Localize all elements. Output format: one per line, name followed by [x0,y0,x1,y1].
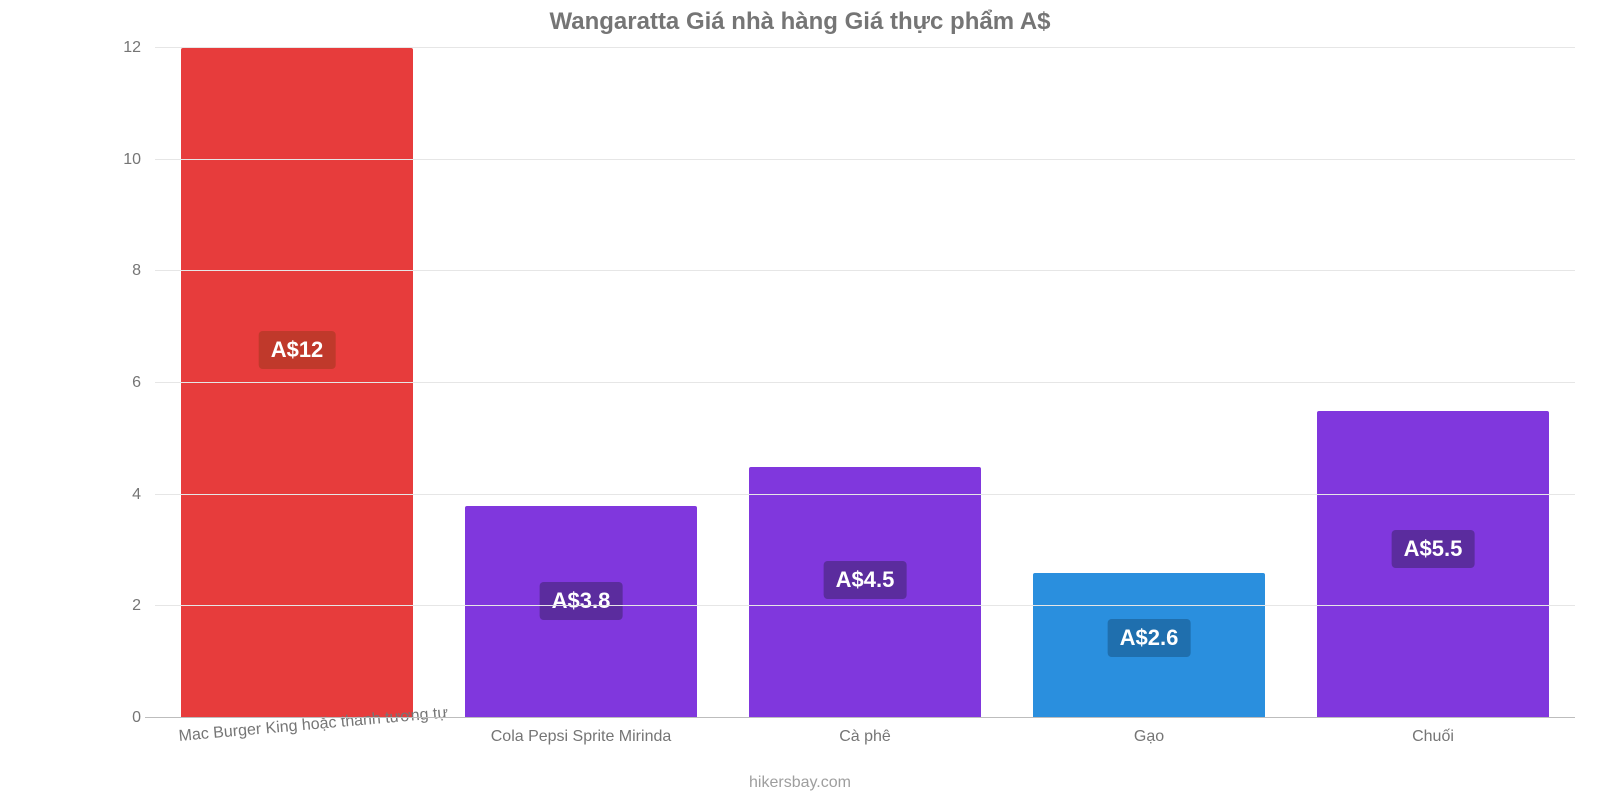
y-tick-label: 6 [132,374,155,392]
grid-line [155,494,1575,495]
price-bar-chart: Wangaratta Giá nhà hàng Giá thực phẩm A$… [0,0,1600,800]
bar-value-badge: A$3.8 [540,582,623,620]
x-category-label: Gạo [1134,728,1164,746]
bar-slot: A$3.8Cola Pepsi Sprite Mirinda [439,48,723,718]
y-tick-label: 2 [132,597,155,615]
bar-value-badge: A$2.6 [1108,619,1191,657]
y-tick-label: 0 [132,709,155,727]
grid-line [155,382,1575,383]
bar [181,48,414,718]
bar-slot: A$4.5Cà phê [723,48,1007,718]
attribution-text: hikersbay.com [0,774,1600,792]
grid-line [155,47,1575,48]
x-category-label: Cola Pepsi Sprite Mirinda [491,728,672,746]
grid-line [145,717,1575,718]
bar-slot: A$2.6Gạo [1007,48,1291,718]
plot-area: A$12Mac Burger King hoặc thanh tương tựA… [155,48,1575,718]
bar-slot: A$5.5Chuối [1291,48,1575,718]
bar-value-badge: A$4.5 [824,561,907,599]
bar-value-badge: A$5.5 [1392,530,1475,568]
y-tick-label: 12 [123,39,155,57]
bar-value-badge: A$12 [259,331,336,369]
y-tick-label: 10 [123,151,155,169]
grid-line [155,159,1575,160]
bars-container: A$12Mac Burger King hoặc thanh tương tựA… [155,48,1575,718]
bar-slot: A$12Mac Burger King hoặc thanh tương tự [155,48,439,718]
y-tick-label: 8 [132,262,155,280]
chart-title: Wangaratta Giá nhà hàng Giá thực phẩm A$ [0,8,1600,36]
x-category-label: Chuối [1412,728,1454,746]
grid-line [155,605,1575,606]
grid-line [155,270,1575,271]
x-category-label: Cà phê [839,728,891,746]
y-tick-label: 4 [132,486,155,504]
